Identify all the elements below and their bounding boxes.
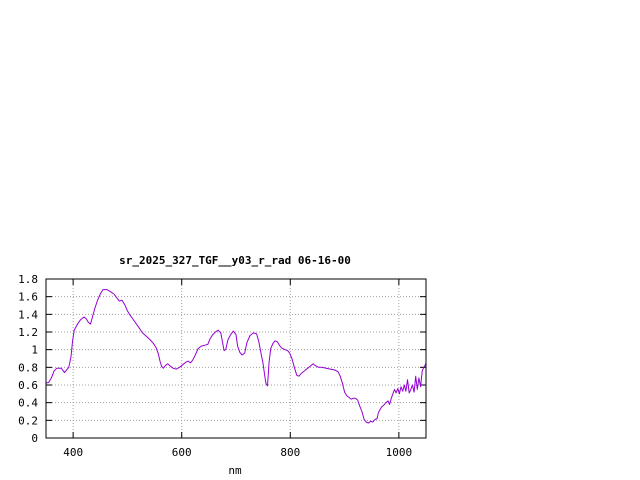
x-tick-label: 1000 xyxy=(386,446,413,459)
x-axis-label: nm xyxy=(228,464,242,477)
y-tick-label: 0.8 xyxy=(18,361,38,374)
spectrum-series-line xyxy=(45,289,427,424)
axis-ticks xyxy=(46,278,426,439)
y-tick-label: 1.6 xyxy=(18,291,38,304)
x-tick-label: 800 xyxy=(280,446,300,459)
x-tick-label: 600 xyxy=(172,446,192,459)
series-layer xyxy=(45,289,427,424)
y-tick-label: 0 xyxy=(31,432,38,445)
tick-labels: 400 600 800 1000 0 0.2 0.4 0.6 0.8 1 1.2 1.4 1.6 1.8 xyxy=(18,273,412,459)
grid-lines xyxy=(46,279,426,438)
x-tick-label: 400 xyxy=(63,446,83,459)
y-tick-label: 1.8 xyxy=(18,273,38,286)
y-tick-label: 1.4 xyxy=(18,308,38,321)
y-tick-label: 1 xyxy=(31,344,38,357)
y-tick-label: 0.6 xyxy=(18,379,38,392)
y-tick-label: 0.2 xyxy=(18,414,38,427)
y-tick-label: 1.2 xyxy=(18,326,38,339)
plot-frame xyxy=(45,278,427,439)
y-tick-label: 0.4 xyxy=(18,397,38,410)
chart-title: sr_2025_327_TGF__y03_r_rad 06-16-00 xyxy=(119,254,351,267)
